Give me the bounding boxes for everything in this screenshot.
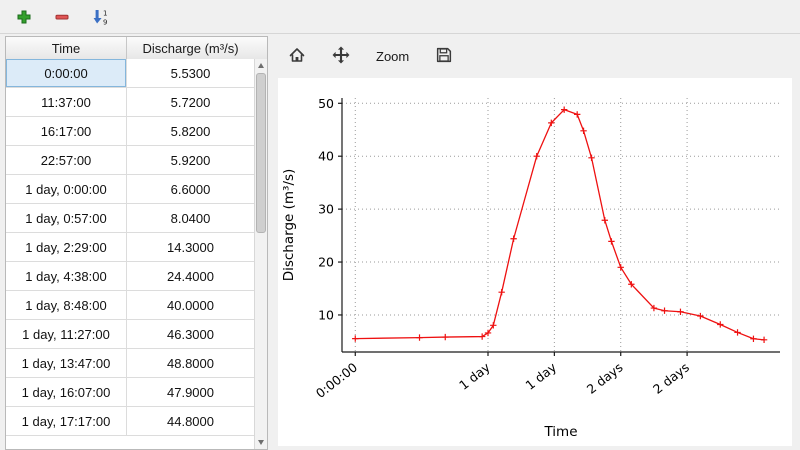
cell-time[interactable]: 16:17:00 (6, 117, 127, 146)
cell-time[interactable]: 11:37:00 (6, 88, 127, 117)
arrow-up-icon (258, 63, 264, 68)
cell-time[interactable]: 1 day, 4:38:00 (6, 262, 127, 291)
svg-text:40: 40 (318, 149, 334, 164)
pan-button[interactable] (326, 42, 356, 70)
cell-discharge[interactable]: 47.9000 (127, 378, 254, 407)
cell-discharge[interactable]: 14.3000 (127, 233, 254, 262)
cell-discharge[interactable]: 24.4000 (127, 262, 254, 291)
remove-row-button[interactable] (50, 5, 74, 29)
cell-time[interactable]: 1 day, 13:47:00 (6, 349, 127, 378)
table-row: 1 day, 4:38:00 24.4000 (6, 262, 254, 291)
zoom-button-label: Zoom (376, 48, 410, 64)
cell-discharge[interactable]: 44.8000 (127, 407, 254, 436)
cell-discharge[interactable]: 48.8000 (127, 349, 254, 378)
chart-panel: Zoom 10 20 30 40 50 0:00:00 1 day 1 day 2 days 2 … (270, 36, 798, 450)
arrow-down-icon (258, 440, 264, 445)
home-icon (288, 46, 306, 67)
save-button[interactable] (429, 42, 459, 70)
cell-discharge[interactable]: 46.3000 (127, 320, 254, 349)
table-row: 1 day, 13:47:00 48.8000 (6, 349, 254, 378)
svg-text:Discharge (m³/s): Discharge (m³/s) (281, 169, 297, 282)
cell-discharge[interactable]: 8.0400 (127, 204, 254, 233)
svg-text:2 days: 2 days (650, 360, 692, 397)
cell-time[interactable]: 22:57:00 (6, 146, 127, 175)
figure-canvas[interactable]: 10 20 30 40 50 0:00:00 1 day 1 day 2 days 2 days T… (278, 78, 792, 446)
svg-text:10: 10 (318, 307, 334, 322)
cell-time[interactable]: 1 day, 17:17:00 (6, 407, 127, 436)
svg-text:1 day: 1 day (456, 359, 493, 393)
cell-time[interactable]: 1 day, 2:29:00 (6, 233, 127, 262)
zoom-button[interactable]: Zoom (370, 42, 415, 70)
table-row: 22:57:00 5.9200 (6, 146, 254, 175)
cell-time[interactable]: 1 day, 11:27:00 (6, 320, 127, 349)
table-row: 0:00:00 5.5300 (6, 59, 254, 88)
table-row: 1 day, 11:27:00 46.3000 (6, 320, 254, 349)
scroll-down-button[interactable] (255, 436, 267, 449)
scrollbar-thumb[interactable] (256, 73, 266, 233)
col-header-discharge[interactable]: Discharge (m³/s) (142, 40, 239, 56)
time-series-table: Time Discharge (m³/s) 0:00:00 5.5300 11:37… (5, 36, 268, 450)
chart-toolbar: Zoom (270, 36, 798, 76)
cell-time[interactable]: 1 day, 0:00:00 (6, 175, 127, 204)
table-row: 1 day, 8:48:00 40.0000 (6, 291, 254, 320)
cell-discharge[interactable]: 40.0000 (127, 291, 254, 320)
sort-ascending-icon: 1 9 (91, 8, 109, 26)
svg-text:0:00:00: 0:00:00 (313, 360, 360, 402)
table-header: Time Discharge (m³/s) (6, 37, 267, 60)
cell-time[interactable]: 1 day, 16:07:00 (6, 378, 127, 407)
table-body: 0:00:00 5.5300 11:37:00 5.7200 16:17:00 5.820… (6, 59, 254, 449)
svg-text:9: 9 (103, 18, 107, 26)
home-button[interactable] (282, 42, 312, 70)
plus-icon (16, 9, 32, 25)
table-row: 1 day, 17:17:00 44.8000 (6, 407, 254, 436)
svg-text:Time: Time (543, 424, 577, 440)
cell-time[interactable]: 0:00:00 (6, 59, 127, 88)
discharge-chart: 10 20 30 40 50 0:00:00 1 day 1 day 2 days 2 days T… (281, 96, 780, 440)
add-row-button[interactable] (12, 5, 36, 29)
col-header-time[interactable]: Time (6, 37, 127, 59)
table-row: 1 day, 16:07:00 47.9000 (6, 378, 254, 407)
cell-discharge[interactable]: 5.7200 (127, 88, 254, 117)
svg-text:30: 30 (318, 202, 334, 217)
svg-text:20: 20 (318, 255, 334, 270)
save-icon (435, 46, 453, 67)
table-row: 11:37:00 5.7200 (6, 88, 254, 117)
cell-discharge[interactable]: 5.9200 (127, 146, 254, 175)
svg-text:1: 1 (103, 9, 107, 17)
svg-text:50: 50 (318, 96, 334, 111)
svg-text:2 days: 2 days (584, 360, 626, 397)
scroll-up-button[interactable] (255, 59, 267, 72)
table-row: 1 day, 0:57:00 8.0400 (6, 204, 254, 233)
sort-rows-button[interactable]: 1 9 (88, 5, 112, 29)
table-row: 1 day, 0:00:00 6.6000 (6, 175, 254, 204)
cell-time[interactable]: 1 day, 0:57:00 (6, 204, 127, 233)
cell-discharge[interactable]: 5.5300 (127, 59, 254, 88)
cell-time[interactable]: 1 day, 8:48:00 (6, 291, 127, 320)
table-row: 16:17:00 5.8200 (6, 117, 254, 146)
pan-icon (332, 46, 350, 67)
table-toolbar: 1 9 (0, 0, 800, 34)
cell-discharge[interactable]: 6.6000 (127, 175, 254, 204)
minus-icon (54, 9, 70, 25)
table-row: 1 day, 2:29:00 14.3000 (6, 233, 254, 262)
table-scrollbar[interactable] (254, 59, 267, 449)
cell-discharge[interactable]: 5.8200 (127, 117, 254, 146)
svg-text:1 day: 1 day (522, 359, 559, 393)
